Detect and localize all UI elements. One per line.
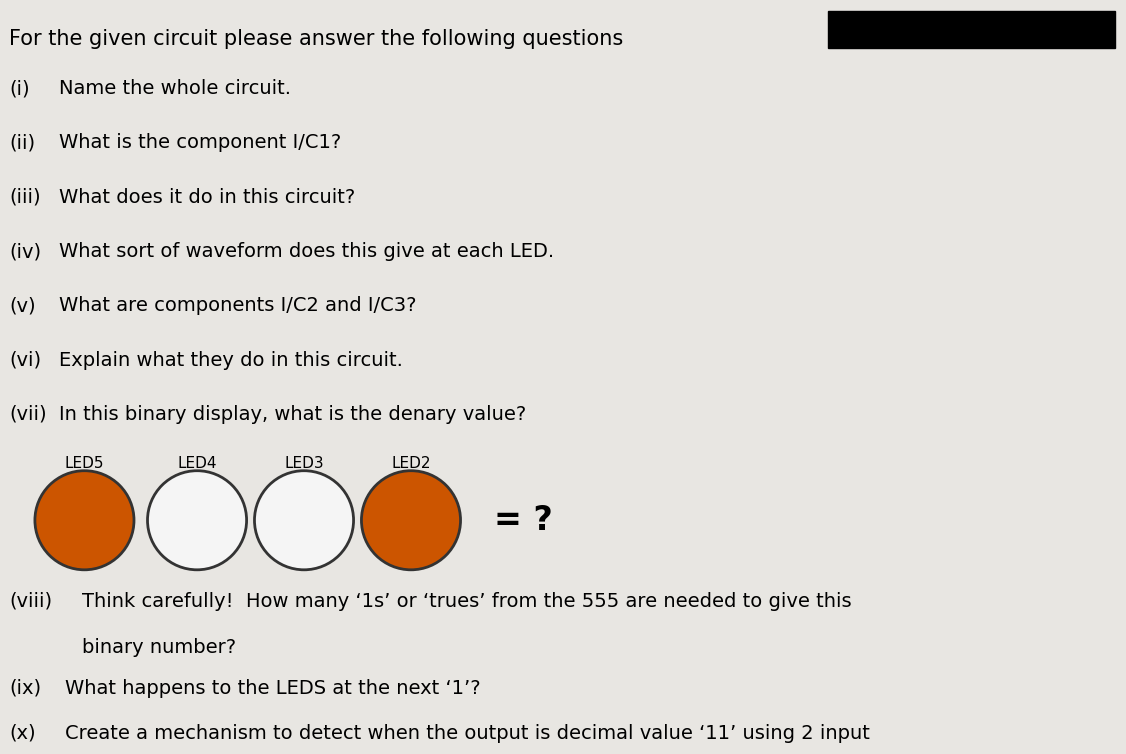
- Text: Think carefully!  How many ‘1s’ or ‘trues’ from the 555 are needed to give this: Think carefully! How many ‘1s’ or ‘trues…: [82, 592, 852, 611]
- Text: LED4: LED4: [177, 456, 217, 471]
- Text: (v): (v): [9, 296, 36, 315]
- Text: Name the whole circuit.: Name the whole circuit.: [59, 79, 291, 98]
- Text: For the given circuit please answer the following questions: For the given circuit please answer the …: [9, 29, 624, 49]
- Text: What sort of waveform does this give at each LED.: What sort of waveform does this give at …: [59, 242, 554, 261]
- Text: (viii): (viii): [9, 592, 52, 611]
- Ellipse shape: [148, 470, 247, 570]
- Text: (i): (i): [9, 79, 29, 98]
- Text: (iv): (iv): [9, 242, 42, 261]
- Text: LED2: LED2: [391, 456, 431, 471]
- Text: What happens to the LEDS at the next ‘1’?: What happens to the LEDS at the next ‘1’…: [65, 679, 481, 697]
- Text: binary number?: binary number?: [82, 638, 236, 657]
- Text: (x): (x): [9, 724, 36, 743]
- Text: What is the component I/C1?: What is the component I/C1?: [59, 133, 341, 152]
- Text: (vi): (vi): [9, 351, 42, 369]
- Ellipse shape: [361, 470, 461, 570]
- FancyBboxPatch shape: [828, 11, 1115, 48]
- Text: (ix): (ix): [9, 679, 42, 697]
- Text: = ?: = ?: [494, 504, 553, 537]
- Text: Create a mechanism to detect when the output is decimal value ‘11’ using 2 input: Create a mechanism to detect when the ou…: [65, 724, 870, 743]
- Text: LED5: LED5: [64, 456, 105, 471]
- Text: (iii): (iii): [9, 188, 41, 207]
- Text: In this binary display, what is the denary value?: In this binary display, what is the dena…: [59, 405, 526, 424]
- Ellipse shape: [254, 470, 354, 570]
- Text: (ii): (ii): [9, 133, 35, 152]
- Text: What are components I/C2 and I/C3?: What are components I/C2 and I/C3?: [59, 296, 415, 315]
- Text: What does it do in this circuit?: What does it do in this circuit?: [59, 188, 355, 207]
- Text: LED3: LED3: [284, 456, 324, 471]
- Ellipse shape: [35, 470, 134, 570]
- Text: (vii): (vii): [9, 405, 46, 424]
- Text: Explain what they do in this circuit.: Explain what they do in this circuit.: [59, 351, 402, 369]
